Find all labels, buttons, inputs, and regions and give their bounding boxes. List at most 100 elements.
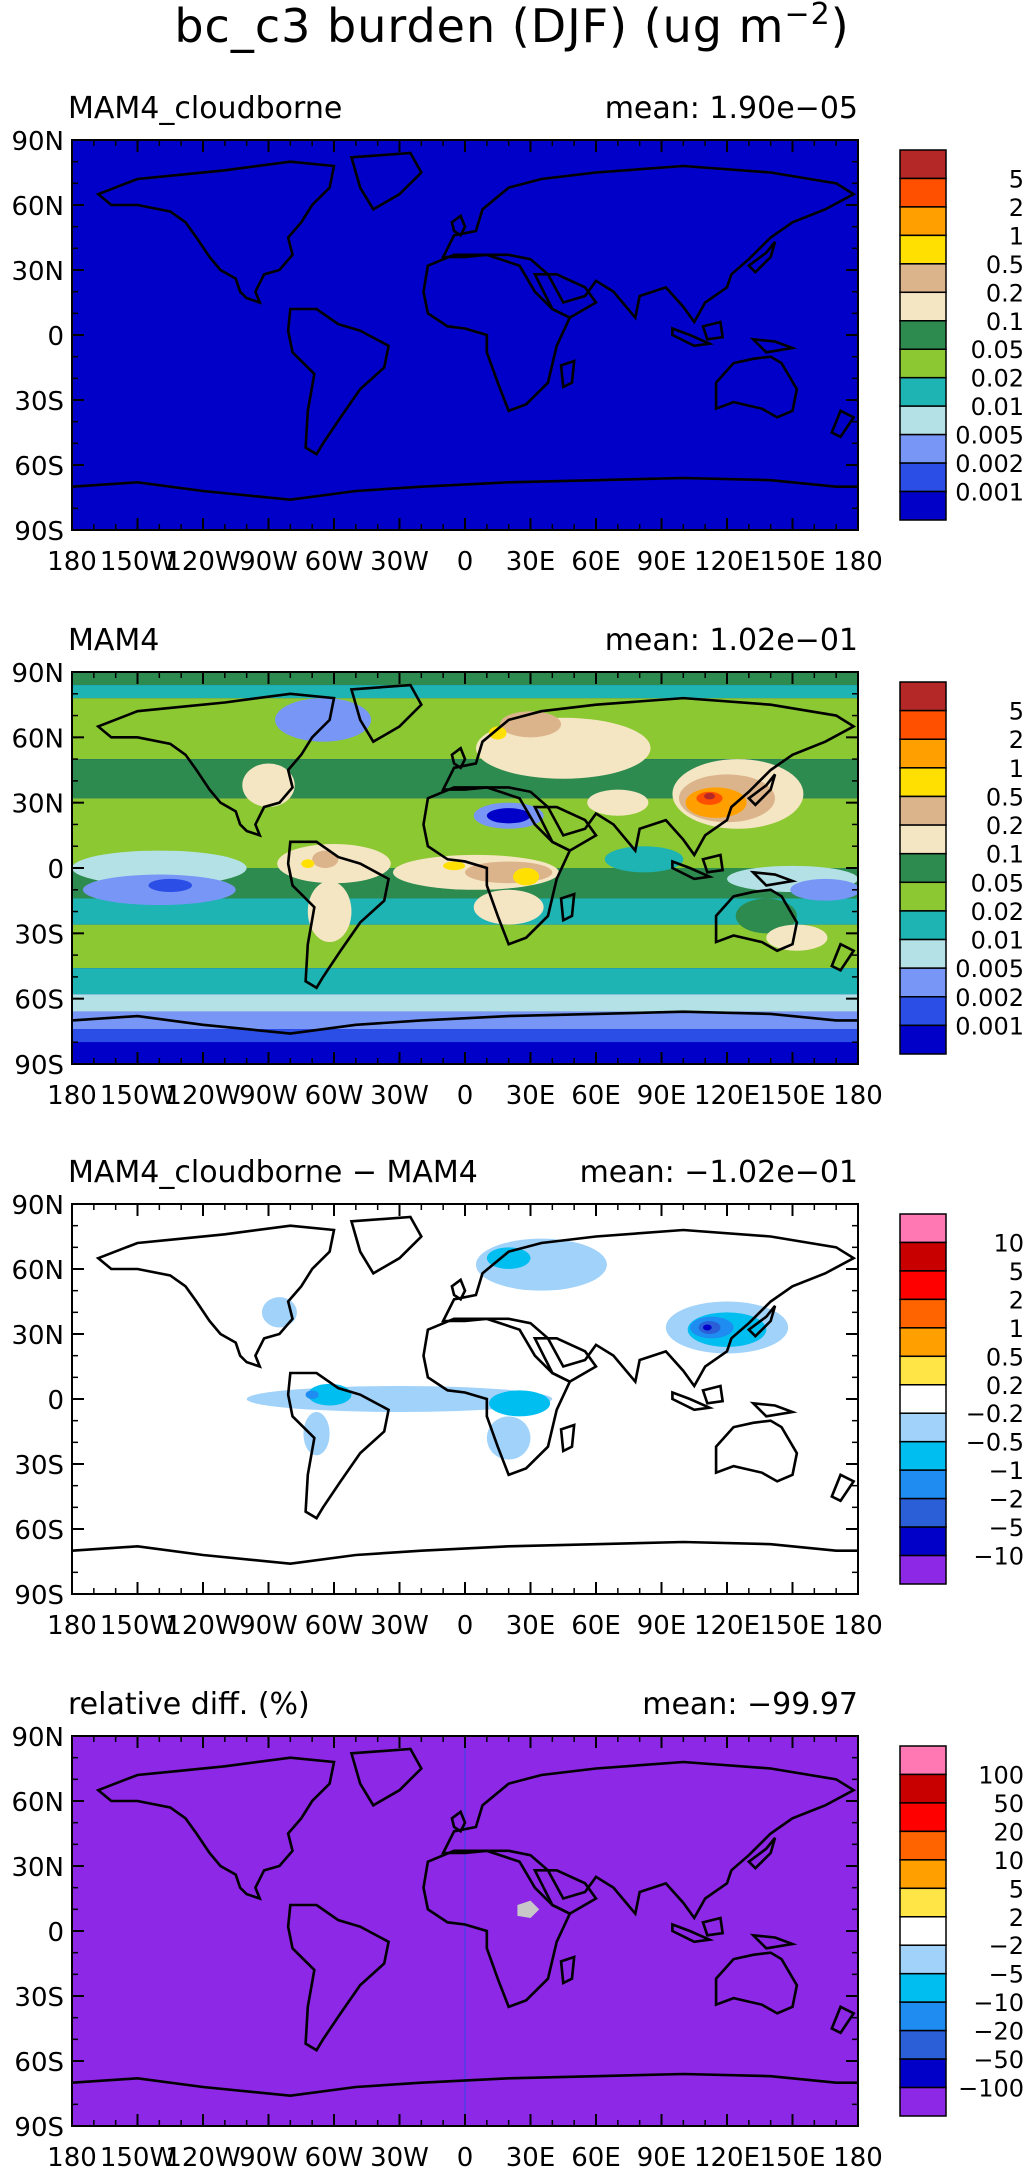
lon-tick-label: 90W bbox=[239, 547, 298, 577]
colorbar-box bbox=[899, 967, 947, 998]
lon-tick-label: 180 bbox=[47, 547, 97, 577]
colorbar-label: 20 bbox=[993, 1818, 1024, 1846]
colorbar-label: 2 bbox=[1009, 1904, 1024, 1932]
panel-title: MAM4 bbox=[68, 623, 159, 658]
colorbar-box bbox=[899, 852, 947, 884]
lat-tick-label: 30N bbox=[11, 790, 64, 820]
colorbar-box bbox=[899, 433, 947, 464]
colorbar-box bbox=[899, 1802, 947, 1833]
lat-tick-label: 90N bbox=[11, 1191, 64, 1221]
colorbar-label: −20 bbox=[973, 2018, 1024, 2046]
colorbar-label: 0.001 bbox=[955, 1012, 1024, 1040]
lat-tick-label: 60N bbox=[11, 1256, 64, 1286]
lon-tick-label: 90W bbox=[239, 1611, 298, 1641]
colorbar-label: 0.2 bbox=[986, 812, 1024, 840]
colorbar-box bbox=[899, 1440, 947, 1471]
colorbar-label: −5 bbox=[989, 1961, 1024, 1989]
lon-tick-label: 120E bbox=[694, 1081, 760, 1111]
colorbar-label: 5 bbox=[1009, 698, 1024, 726]
map-area bbox=[72, 1204, 858, 1594]
colorbar-label: 0.2 bbox=[986, 279, 1024, 307]
colorbar-box bbox=[899, 1916, 947, 1946]
lat-tick-label: 90S bbox=[14, 1051, 64, 1081]
lat-tick-label: 30S bbox=[14, 387, 64, 417]
lat-tick-label: 30N bbox=[11, 257, 64, 287]
colorbar-label: −100 bbox=[958, 2075, 1024, 2103]
lon-tick-label: 30E bbox=[506, 547, 556, 577]
colorbar-box bbox=[899, 2029, 947, 2060]
colorbar-box bbox=[899, 938, 947, 969]
panel-mean: mean: 1.02e−01 bbox=[605, 623, 858, 658]
lon-tick-label: 150E bbox=[759, 1611, 825, 1641]
panel-cloudborne: MAM4_cloudborne mean: 1.90e−0590N60N30N03… bbox=[11, 91, 1024, 577]
colorbar-box bbox=[899, 177, 947, 208]
lon-tick-label: 120W bbox=[165, 1081, 240, 1111]
colorbar-label: 0.1 bbox=[986, 308, 1024, 336]
colorbar-box bbox=[899, 1972, 947, 2003]
lat-tick-label: 30S bbox=[14, 1451, 64, 1481]
colorbar-label: 2 bbox=[1009, 726, 1024, 754]
colorbar-box bbox=[899, 291, 947, 322]
colorbar-box bbox=[899, 1554, 947, 1585]
lat-tick-label: 0 bbox=[47, 1918, 64, 1948]
missing-value-patch bbox=[517, 1900, 540, 1918]
lat-tick-label: 60S bbox=[14, 2048, 64, 2078]
lon-tick-label: 180 bbox=[833, 2143, 883, 2173]
colorbar-label: 0.5 bbox=[986, 251, 1024, 279]
colorbar-label: 0.2 bbox=[986, 1372, 1024, 1400]
lon-tick-label: 180 bbox=[47, 1081, 97, 1111]
lat-tick-label: 60N bbox=[11, 724, 64, 754]
colorbar-box bbox=[899, 1944, 947, 1975]
lat-tick-label: 60S bbox=[14, 986, 64, 1016]
panel-difference: MAM4_cloudborne − MAM4 mean: −1.02e−01 90N… bbox=[11, 1155, 1024, 1641]
colorbar-label: 0.1 bbox=[986, 841, 1024, 869]
colorbar-label: 2 bbox=[1009, 194, 1024, 222]
colorbar-label: 0.5 bbox=[986, 783, 1024, 811]
colorbar-box bbox=[899, 320, 947, 350]
colorbar-box bbox=[899, 2086, 947, 2117]
colorbar-box bbox=[899, 1859, 947, 1890]
panel-mean: mean: −99.97 bbox=[642, 1687, 858, 1722]
colorbar-label: 0.005 bbox=[955, 955, 1024, 983]
panel-mean-label: mean: bbox=[642, 1687, 737, 1722]
lat-tick-label: 90N bbox=[11, 127, 64, 157]
colorbar-label: 10 bbox=[993, 1229, 1024, 1257]
lat-tick-label: 90S bbox=[14, 1581, 64, 1611]
colorbar-label: 0.01 bbox=[971, 927, 1024, 955]
colorbar-label: 50 bbox=[993, 1790, 1024, 1818]
colorbar-box bbox=[899, 1355, 947, 1386]
lon-tick-label: 30W bbox=[370, 1611, 429, 1641]
lon-tick-label: 120W bbox=[165, 1611, 240, 1641]
map-area bbox=[72, 672, 858, 1064]
colorbar-label: 0.002 bbox=[955, 984, 1024, 1012]
lat-tick-label: 90S bbox=[14, 2113, 64, 2143]
lon-tick-label: 150E bbox=[759, 547, 825, 577]
lon-tick-label: 30E bbox=[506, 1611, 556, 1641]
lon-tick-label: 150E bbox=[759, 2143, 825, 2173]
colorbar-box bbox=[899, 996, 947, 1027]
colorbar-label: 0.02 bbox=[971, 365, 1024, 393]
lat-tick-label: 60N bbox=[11, 192, 64, 222]
panel-mean-value: −1.02e−01 bbox=[684, 1155, 858, 1190]
colorbar-label: 1 bbox=[1009, 222, 1024, 250]
panel-mam4: MAM4 mean: 1.02e−0190N60N30N030S60S90S180… bbox=[11, 623, 1024, 1111]
map-area bbox=[72, 140, 858, 530]
colorbar-box bbox=[899, 149, 947, 180]
panel-mean-value: 1.02e−01 bbox=[709, 623, 858, 658]
colorbar-box bbox=[899, 824, 947, 855]
figure-title: bc_c3 burden (DJF) (ug m−2) bbox=[174, 0, 849, 53]
lon-tick-label: 60W bbox=[305, 547, 364, 577]
colorbar-label: 0.02 bbox=[971, 898, 1024, 926]
colorbar-box bbox=[899, 1830, 947, 1861]
map-area bbox=[72, 1736, 858, 2126]
colorbar-box bbox=[899, 1497, 947, 1528]
lon-tick-label: 30E bbox=[506, 2143, 556, 2173]
lat-tick-label: 90S bbox=[14, 517, 64, 547]
colorbar-label: −2 bbox=[989, 1486, 1024, 1514]
lon-tick-label: 90W bbox=[239, 2143, 298, 2173]
colorbar-label: 5 bbox=[1009, 1875, 1024, 1903]
colorbar-box bbox=[899, 681, 947, 712]
colorbar-label: 1 bbox=[1009, 1315, 1024, 1343]
